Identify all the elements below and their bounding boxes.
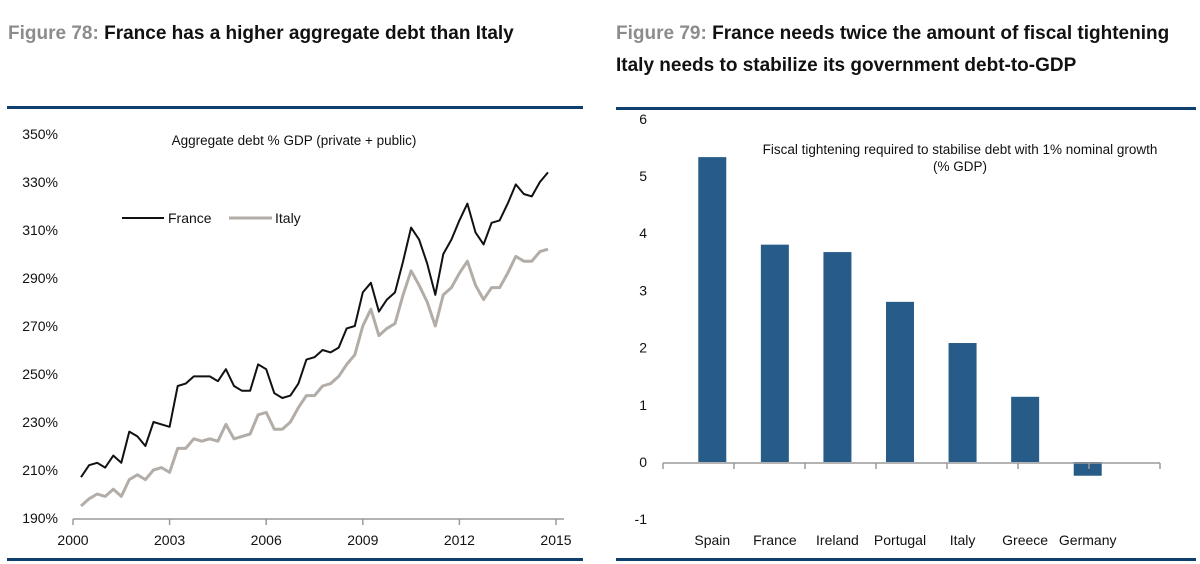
y-tick-label: 5	[639, 168, 647, 184]
figure-79-title: Figure 79: France needs twice the amount…	[616, 18, 1196, 82]
figure-number: Figure 78:	[8, 23, 99, 44]
chart-title-line: Fiscal tightening required to stabilise …	[763, 142, 1158, 157]
y-tick-label: 270%	[22, 318, 58, 334]
y-tick-label: 250%	[22, 366, 58, 382]
x-tick-label: Italy	[950, 532, 976, 548]
x-tick-label: 2006	[251, 532, 282, 548]
bar-germany	[1073, 462, 1102, 476]
x-tick-label: 2009	[347, 532, 378, 548]
y-tick-label: 190%	[22, 510, 58, 526]
y-tick-label: 210%	[22, 462, 58, 478]
series-line-italy	[80, 247, 549, 508]
left-top-rule	[7, 106, 583, 109]
y-tick-label: 4	[639, 225, 647, 241]
right-bottom-rule	[616, 558, 1196, 561]
x-tick-label: Greece	[1002, 532, 1048, 548]
legend-label-france: France	[168, 210, 212, 226]
y-tick-label: 290%	[22, 270, 58, 286]
y-tick-label: -1	[635, 511, 648, 527]
bar-portugal	[886, 301, 914, 462]
left-bottom-rule	[7, 558, 583, 561]
series-line-france	[80, 171, 549, 478]
line-chart: 190% 210% 230% 250% 270% 290% 310% 330% 350% 2000…	[22, 126, 572, 548]
x-tick-label: Portugal	[874, 532, 926, 548]
bar-greece	[1011, 396, 1040, 462]
y-tick-label: 230%	[22, 414, 58, 430]
y-tick-label: 0	[639, 454, 647, 470]
y-tick-label: 6	[639, 111, 647, 127]
bar-france	[760, 244, 789, 462]
y-tick-label: 350%	[22, 126, 58, 142]
figure-caption: France has a higher aggregate debt than …	[104, 23, 514, 44]
y-tick-label: 1	[639, 397, 647, 413]
legend-label-italy: Italy	[275, 210, 301, 226]
y-tick-label: 310%	[22, 222, 58, 238]
y-tick-label: 2	[639, 340, 647, 356]
x-tick-label: Germany	[1059, 532, 1117, 548]
x-tick-label: 2012	[444, 532, 475, 548]
right-top-rule	[616, 107, 1196, 110]
x-tick-label: 2015	[540, 532, 571, 548]
chart-title-line: (% GDP)	[933, 159, 987, 174]
y-tick-label: 3	[639, 282, 647, 298]
x-tick-label: Ireland	[816, 532, 859, 548]
chart-title: Aggregate debt % GDP (private + public)	[172, 133, 417, 148]
bar-italy	[948, 343, 977, 462]
y-tick-label: 330%	[22, 174, 58, 190]
bar-spain	[698, 157, 727, 462]
x-tick-label: 2003	[154, 532, 185, 548]
x-tick-label: Spain	[694, 532, 730, 548]
figure-78-title: Figure 78: France has a higher aggregate…	[8, 18, 598, 50]
x-tick-label: France	[753, 532, 797, 548]
x-tick-label: 2000	[57, 532, 88, 548]
bar-ireland	[823, 252, 852, 462]
figure-number: Figure 79:	[616, 23, 707, 44]
figure-caption: France needs twice the amount of fiscal …	[616, 23, 1170, 76]
